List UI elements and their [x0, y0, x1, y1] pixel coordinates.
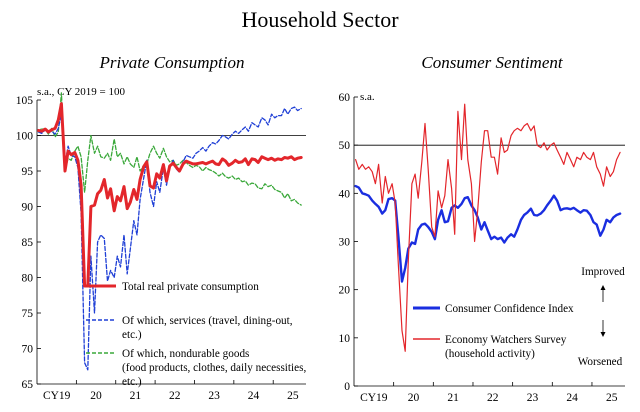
right-y-tick-label: 20 — [339, 285, 351, 297]
worsened-label: Worsened — [578, 356, 623, 368]
right-x-tick-label: 22 — [487, 392, 499, 404]
right-chart-title: Consumer Sentiment — [421, 53, 563, 72]
right-x-tick-label: 25 — [606, 392, 618, 404]
right-series-line-2 — [355, 103, 621, 352]
left-x-tick-label: 23 — [208, 390, 220, 402]
legend-label-economy-watchers: Economy Watchers Survey (household activ… — [445, 334, 569, 360]
right-y-tick-label: 10 — [339, 333, 351, 345]
right-y-tick-label: 50 — [339, 140, 351, 152]
left-y-tick-label: 70 — [22, 344, 34, 356]
left-y-tick-label: 95 — [22, 166, 34, 178]
legend-label-total: Total real private consumption — [122, 281, 259, 293]
private-consumption-chart: Private Consumption s.a., CY 2019 = 100 … — [16, 53, 309, 402]
left-x-tick-label: 21 — [130, 390, 142, 402]
right-x-tick-label: 23 — [527, 392, 539, 404]
left-y-tick-label: 80 — [22, 273, 34, 285]
left-series-line-3 — [37, 92, 302, 206]
left-y-tick-label: 90 — [22, 202, 34, 214]
right-y-unit-label: s.a. — [360, 91, 375, 103]
left-series-lines — [37, 92, 303, 371]
left-y-tick-label: 85 — [22, 237, 34, 249]
left-y-tick-label: 100 — [16, 131, 34, 143]
left-x-tick-label: 22 — [169, 390, 181, 402]
left-axes: 65 70 75 80 85 90 95 100 105 CY19 20 21 22 23 24 25 — [16, 95, 306, 402]
left-series-line-1 — [37, 102, 303, 288]
left-legend: Total real private consumption Of which,… — [86, 281, 309, 388]
left-chart-title: Private Consumption — [99, 53, 245, 72]
left-x-tick-label: 20 — [90, 390, 102, 402]
left-y-unit-label: s.a., CY 2019 = 100 — [37, 86, 125, 98]
right-x-tick-label: 24 — [566, 392, 578, 404]
right-legend: Consumer Confidence Index Economy Watche… — [413, 266, 625, 368]
improved-label: Improved — [581, 266, 625, 278]
left-x-tick-label: 24 — [248, 390, 260, 402]
right-y-tick-label: 30 — [339, 237, 351, 249]
right-series-line-1 — [354, 184, 622, 283]
left-x-tick-label: CY19 — [43, 390, 71, 402]
up-arrow-icon — [600, 285, 606, 302]
legend-label-nondurable: Of which, nondurable goods (food product… — [122, 348, 309, 388]
consumer-sentiment-chart: Consumer Sentiment s.a. 0 10 20 30 40 50 60 CY1… — [339, 53, 626, 404]
left-y-tick-label: 65 — [22, 379, 34, 391]
left-y-tick-label: 105 — [16, 95, 34, 107]
right-series-lines — [354, 103, 622, 352]
right-x-tick-label: CY19 — [360, 392, 388, 404]
down-arrow-icon — [600, 320, 606, 337]
right-axes: 0 10 20 30 40 50 60 CY19 20 21 22 23 24 25 — [339, 92, 625, 404]
legend-label-services: Of which, services (travel, dining-out, … — [122, 315, 295, 341]
right-x-tick-label: 21 — [447, 392, 459, 404]
legend-label-confidence: Consumer Confidence Index — [445, 303, 574, 315]
right-x-tick-label: 20 — [408, 392, 420, 404]
left-y-tick-label: 75 — [22, 308, 34, 320]
right-y-tick-label: 0 — [344, 381, 350, 393]
left-x-tick-label: 25 — [287, 390, 299, 402]
figure-title: Household Sector — [241, 7, 399, 32]
right-y-tick-label: 40 — [339, 188, 351, 200]
right-y-tick-label: 60 — [339, 92, 351, 104]
